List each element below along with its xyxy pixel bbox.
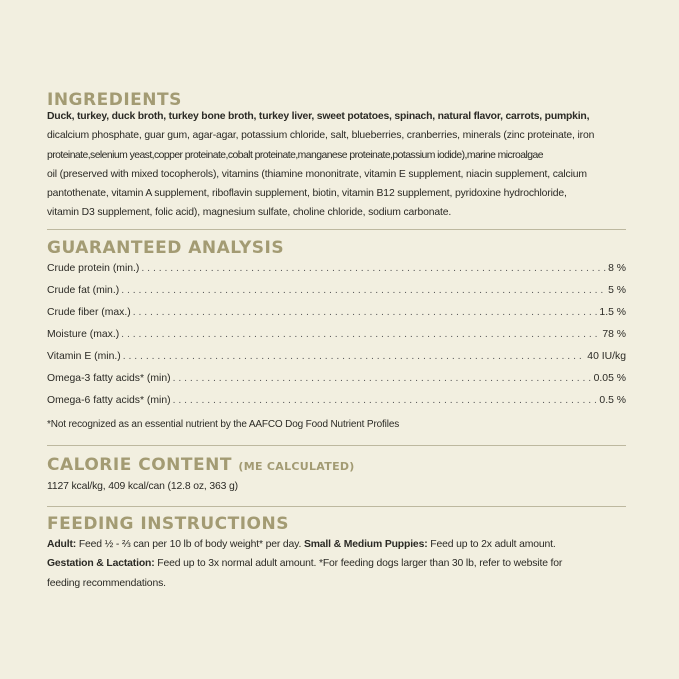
calorie-content-section: Calorie Content (ME calculated) 1127 kca… <box>47 455 626 496</box>
nutrient-label: Vitamin E (min.) <box>47 351 121 362</box>
dot-leader <box>121 324 600 346</box>
puppies-label: Small & Medium Puppies: <box>303 539 428 550</box>
nutrient-value: 8 % <box>608 263 626 274</box>
ingredients-line: proteinate,selenium yeast,copper protein… <box>47 149 544 161</box>
analysis-row: Crude fat (min.) 5 % <box>47 280 626 302</box>
guaranteed-analysis-section: Guaranteed Analysis Crude protein (min.)… <box>47 238 626 434</box>
nutrient-label: Moisture (max.) <box>47 329 120 340</box>
nutrient-label: Omega-3 fatty acids* (min) <box>47 373 171 384</box>
nutrient-label: Crude fat (min.) <box>47 285 120 296</box>
nutrient-label: Omega-6 fatty acids* (min) <box>47 395 171 406</box>
analysis-row: Crude fiber (max.) 1.5 % <box>47 302 626 324</box>
gestation-label: Gestation & Lactation: <box>47 558 155 570</box>
nutrient-value: 0.5 % <box>599 395 626 406</box>
nutrient-label: Crude protein (min.) <box>47 263 140 274</box>
analysis-row: Vitamin E (min.) 40 IU/kg <box>47 346 626 368</box>
ingredients-heading: Ingredients <box>47 90 182 110</box>
ingredients-line: dicalcium phosphate, guar gum, agar-agar… <box>47 130 595 142</box>
divider <box>47 445 626 446</box>
ingredients-line: vitamin D3 supplement, folic acid), magn… <box>47 207 452 219</box>
calorie-heading-text: Calorie Content <box>47 455 232 475</box>
analysis-row: Omega-3 fatty acids* (min) 0.05 % <box>47 368 626 390</box>
nutrient-value: 5 % <box>608 285 626 296</box>
calorie-subheading: (ME calculated) <box>238 460 355 473</box>
feeding-heading: Feeding Instructions <box>47 514 289 534</box>
divider <box>47 229 626 230</box>
ingredients-line: pantothenate, vitamin A supplement, ribo… <box>47 188 567 200</box>
feeding-line: Gestation & Lactation: Feed up to 3x nor… <box>47 554 626 573</box>
nutrient-value: 78 % <box>602 329 626 340</box>
analysis-row: Moisture (max.) 78 % <box>47 324 626 346</box>
dot-leader <box>121 280 606 302</box>
puppies-text: Feed up to 2x adult amount. <box>427 539 556 550</box>
nutrient-label: Crude fiber (max.) <box>47 307 131 318</box>
dot-leader <box>133 302 598 324</box>
gestation-text: Feed up to 3x normal adult amount. *For … <box>154 558 563 570</box>
ingredients-section: Ingredients Duck, turkey, duck broth, tu… <box>47 90 626 223</box>
analysis-footnote: *Not recognized as an essential nutrient… <box>47 419 400 430</box>
ingredients-line: oil (preserved with mixed tocopherols), … <box>47 168 587 180</box>
analysis-heading: Guaranteed Analysis <box>47 238 285 258</box>
analysis-row: Crude protein (min.) 8 % <box>47 258 626 280</box>
calorie-heading: Calorie Content (ME calculated) <box>47 455 626 477</box>
feeding-line: Adult: Feed ½ - ⅔ can per 10 lb of body … <box>47 535 626 554</box>
adult-text: Feed ½ - ⅔ can per 10 lb of body weight*… <box>76 539 304 550</box>
nutrient-value: 40 IU/kg <box>587 351 626 362</box>
ingredients-line: Duck, turkey, duck broth, turkey bone br… <box>47 111 590 122</box>
dot-leader <box>173 390 598 412</box>
calorie-text: 1127 kcal/kg, 409 kcal/can (12.8 oz, 363… <box>47 481 238 492</box>
dot-leader <box>123 346 586 368</box>
analysis-row: Omega-6 fatty acids* (min) 0.5 % <box>47 390 626 412</box>
dot-leader <box>173 368 592 390</box>
feeding-instructions-section: Feeding Instructions Adult: Feed ½ - ⅔ c… <box>47 514 626 593</box>
feeding-line: feeding recommendations. <box>47 577 166 589</box>
dot-leader <box>141 258 606 280</box>
nutrient-value: 1.5 % <box>599 307 626 318</box>
adult-label: Adult: <box>47 539 77 550</box>
divider <box>47 506 626 507</box>
nutrient-value: 0.05 % <box>593 373 626 384</box>
